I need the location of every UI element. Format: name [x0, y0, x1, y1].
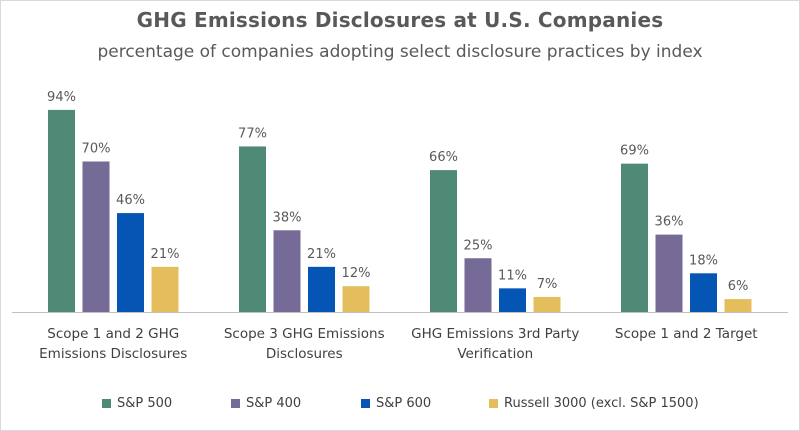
- data-label-2-series-4: 12%: [342, 266, 371, 281]
- bar-4-series-1: [621, 163, 648, 312]
- data-label-3-series-3: 11%: [498, 268, 527, 283]
- bar-1-series-4: [151, 266, 179, 312]
- data-label-1-series-4: 21%: [151, 247, 180, 262]
- legend-item-1: S&P 500: [102, 392, 172, 414]
- data-label-3-series-1: 66%: [429, 150, 458, 165]
- data-label-3-series-4: 7%: [537, 277, 558, 292]
- category-label-1-line-1: Scope 1 and 2 GHG: [47, 326, 179, 342]
- bar-3-series-4: [533, 296, 561, 312]
- bar-3-series-3: [499, 288, 526, 312]
- bar-1-series-2: [82, 161, 110, 312]
- category-label-4: Scope 1 and 2 Target: [615, 326, 758, 342]
- data-label-2-series-2: 38%: [273, 210, 302, 225]
- bar-3-series-1: [430, 170, 457, 312]
- category-label-3-line-1: GHG Emissions 3rd Party: [411, 326, 579, 342]
- data-label-4-series-2: 36%: [655, 215, 684, 230]
- data-label-1-series-3: 46%: [116, 193, 145, 208]
- bar-2-series-1: [239, 146, 266, 312]
- bar-2-series-3: [308, 266, 335, 312]
- data-label-4-series-3: 18%: [689, 253, 718, 268]
- legend-label-4: Russell 3000 (excl. S&P 1500): [504, 395, 699, 411]
- data-label-4-series-4: 6%: [728, 279, 749, 294]
- data-label-1-series-1: 94%: [47, 90, 76, 105]
- bar-4-series-4: [724, 299, 752, 312]
- bar-2-series-4: [342, 286, 370, 312]
- data-label-4-series-1: 69%: [620, 144, 649, 159]
- chart-legend: S&P 500 S&P 400 S&P 600 Russell 3000 (excl.…: [0, 392, 800, 414]
- data-label-1-series-2: 70%: [82, 142, 111, 157]
- bar-1-series-3: [117, 213, 144, 312]
- category-label-1-line-2: Emissions Disclosures: [39, 346, 187, 362]
- legend-label-2: S&P 400: [246, 395, 302, 411]
- category-label-3-line-2: Verification: [457, 346, 533, 362]
- data-label-2-series-1: 77%: [238, 126, 267, 141]
- data-label-3-series-2: 25%: [464, 238, 493, 253]
- legend-swatch-2: [231, 398, 240, 408]
- data-label-2-series-3: 21%: [307, 247, 336, 262]
- bar-2-series-2: [273, 230, 301, 312]
- chart-title: GHG Emissions Disclosures at U.S. Compan…: [136, 8, 664, 32]
- legend-item-3: S&P 600: [361, 392, 431, 414]
- legend-label-1: S&P 500: [117, 395, 173, 411]
- category-label-2-line-1: Scope 3 GHG Emissions: [224, 326, 385, 342]
- bar-3-series-2: [464, 258, 492, 312]
- legend-swatch-3: [361, 398, 370, 408]
- bar-1-series-1: [48, 109, 75, 313]
- bar-4-series-3: [690, 273, 717, 312]
- legend-item-4: Russell 3000 (excl. S&P 1500): [489, 392, 699, 414]
- legend-item-2: S&P 400: [231, 392, 301, 414]
- legend-swatch-1: [102, 398, 111, 408]
- chart-subtitle: percentage of companies adopting select …: [97, 42, 703, 62]
- legend-swatch-4: [489, 398, 498, 408]
- legend-label-3: S&P 600: [376, 395, 432, 411]
- category-label-2-line-2: Disclosures: [266, 346, 343, 362]
- bar-4-series-2: [655, 234, 683, 312]
